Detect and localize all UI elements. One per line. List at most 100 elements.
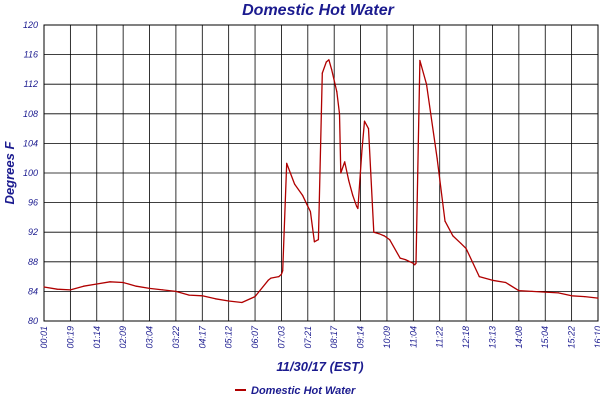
data-point: [267, 279, 269, 281]
data-point: [465, 247, 467, 250]
data-point: [122, 281, 124, 284]
data-point: [356, 205, 358, 207]
y-tick-label: 92: [28, 227, 38, 237]
data-point: [531, 290, 533, 292]
data-point: [317, 239, 319, 241]
y-tick-label: 112: [24, 79, 38, 89]
data-point: [270, 277, 272, 279]
data-point: [378, 233, 380, 235]
data-point: [309, 210, 311, 213]
data-point: [460, 242, 462, 244]
y-tick-label: 100: [23, 168, 38, 178]
y-tick-label: 80: [28, 316, 38, 326]
data-point: [56, 288, 58, 290]
data-point: [228, 300, 230, 302]
data-point: [109, 281, 111, 283]
data-point: [505, 281, 507, 284]
y-tick-label: 84: [28, 286, 38, 296]
data-point: [325, 61, 327, 63]
x-tick-label: 10:09: [382, 326, 392, 349]
x-tick-label: 05:12: [224, 326, 234, 349]
x-tick-label: 00:01: [39, 326, 49, 349]
data-point: [83, 285, 85, 287]
data-point: [282, 270, 284, 272]
data-point: [348, 179, 350, 181]
x-tick-label: 00:19: [65, 326, 75, 349]
y-tick-label: 88: [28, 257, 38, 267]
x-tick-label: 06:07: [250, 325, 260, 349]
data-point: [294, 183, 296, 185]
data-point: [162, 289, 164, 291]
y-tick-label: 116: [24, 50, 38, 60]
series-line: [43, 59, 599, 304]
grid: [43, 24, 599, 322]
data-point: [491, 279, 494, 281]
data-point: [96, 283, 98, 285]
data-point: [415, 262, 417, 264]
data-point: [584, 296, 586, 298]
data-point: [414, 264, 416, 266]
data-point: [478, 276, 480, 278]
data-point: [175, 290, 177, 292]
data-point: [340, 172, 342, 174]
data-point: [278, 276, 280, 278]
data-point: [357, 207, 359, 210]
x-tick-label: 03:04: [145, 326, 155, 349]
data-point: [188, 294, 190, 296]
data-point: [373, 231, 375, 233]
data-point: [336, 91, 338, 93]
data-point: [436, 157, 438, 159]
data-point: [241, 301, 243, 304]
x-tick-label: 04:17: [197, 325, 207, 349]
series-layer: [43, 59, 599, 304]
data-point: [286, 162, 288, 164]
data-point: [444, 220, 446, 222]
data-point: [404, 259, 406, 261]
data-point: [399, 257, 401, 259]
data-point: [383, 235, 385, 237]
y-tick-label: 120: [23, 20, 38, 30]
data-point: [425, 83, 428, 85]
x-tick-label: 15:04: [540, 326, 550, 349]
y-axis-label: Degrees F: [2, 141, 17, 205]
x-axis-label: 11/30/17 (EST): [276, 359, 363, 374]
data-point: [557, 292, 560, 294]
data-point: [352, 194, 354, 196]
y-tick-label: 96: [28, 198, 38, 208]
data-point: [135, 285, 137, 287]
data-point: [280, 273, 282, 275]
data-point: [412, 262, 414, 264]
x-tick-label: 11:04: [408, 326, 418, 348]
data-point: [307, 205, 309, 207]
y-tick-label: 104: [23, 138, 38, 148]
x-tick-label: 08:17: [329, 325, 339, 349]
data-point: [328, 59, 330, 61]
data-point: [321, 72, 323, 74]
x-tick-label: 09:14: [356, 326, 366, 349]
data-point: [389, 239, 391, 241]
data-point: [597, 297, 599, 299]
data-point: [363, 120, 366, 122]
plot-area: [43, 24, 599, 322]
data-point: [301, 194, 304, 196]
data-point: [331, 68, 333, 70]
data-point: [367, 128, 370, 130]
legend: Domestic Hot Water: [235, 385, 356, 397]
data-point: [148, 287, 151, 289]
data-point: [254, 296, 256, 298]
data-point: [518, 290, 520, 292]
x-tick-label: 11:22: [435, 326, 445, 348]
data-point: [571, 295, 573, 297]
legend-label: Domestic Hot Water: [251, 385, 356, 397]
x-tick-label: 07:03: [276, 326, 286, 349]
x-tick-label: 07:21: [303, 326, 313, 349]
x-tick-label: 02:09: [118, 326, 128, 349]
data-point: [313, 241, 315, 243]
data-point: [214, 298, 217, 300]
data-point: [43, 286, 45, 288]
x-tick-label: 14:08: [514, 326, 524, 349]
data-point: [338, 113, 341, 115]
data-point: [419, 59, 421, 62]
data-point: [544, 291, 546, 293]
